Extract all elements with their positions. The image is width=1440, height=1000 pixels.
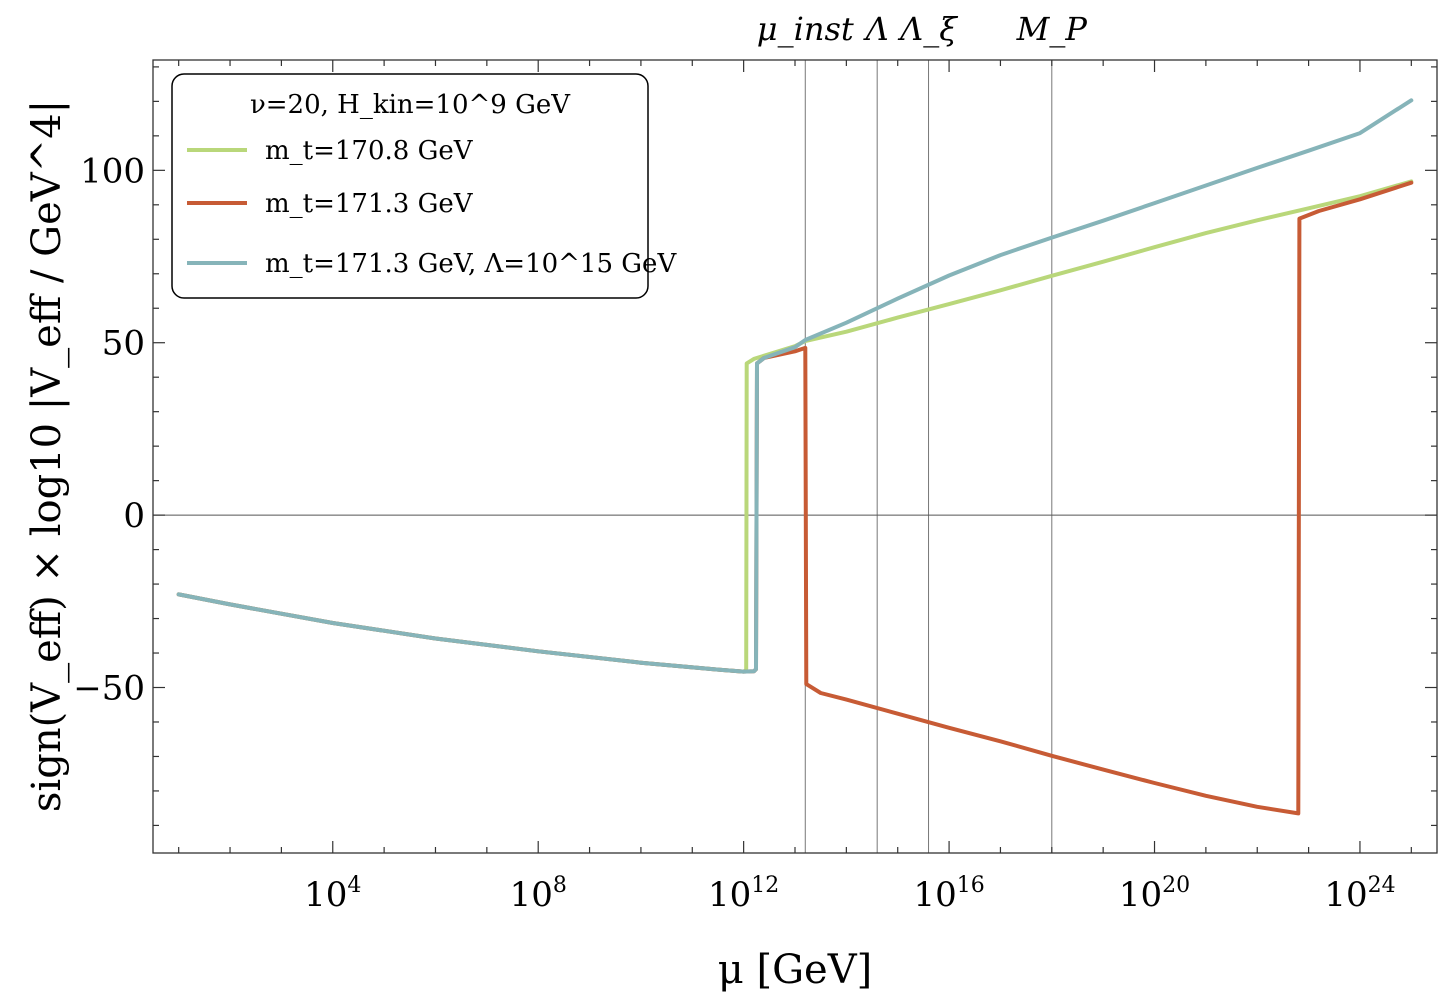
x-tick-label: 1016 xyxy=(913,873,984,915)
y-tick-label: −50 xyxy=(73,669,145,709)
x-axis-title: μ [GeV] xyxy=(718,947,872,993)
legend-header: ν=20, H_kin=10^9 GeV xyxy=(250,90,571,120)
x-tick-label: 1024 xyxy=(1324,873,1395,915)
series-layer xyxy=(176,98,1414,816)
y-tick-label: 0 xyxy=(123,496,145,536)
reference-label: Λ_ξ xyxy=(897,10,958,48)
x-tick-label: 1020 xyxy=(1119,873,1190,915)
reference-label: Λ xyxy=(863,10,889,48)
legend-label: m_t=170.8 GeV xyxy=(265,136,474,166)
reference-label: M_P xyxy=(1016,10,1088,48)
legend-label: m_t=171.3 GeV xyxy=(265,189,474,219)
x-axis-ticks: 104 108 1012 1016 1020 1024 xyxy=(178,60,1412,915)
y-axis-ticks: 100 50 0 −50 xyxy=(73,66,1437,827)
legend-box xyxy=(171,73,649,299)
reference-label: μ_inst xyxy=(757,10,854,48)
legend-label: m_t=171.3 GeV, Λ=10^15 GeV xyxy=(265,249,677,279)
legend: ν=20, H_kin=10^9 GeV m_t=170.8 GeV m_t=1… xyxy=(171,73,677,299)
series-line-2 xyxy=(176,98,1414,674)
y-tick-label: 50 xyxy=(102,324,145,364)
x-tick-label: 1012 xyxy=(708,873,779,915)
y-tick-label: 100 xyxy=(80,151,145,191)
x-tick-label: 108 xyxy=(510,873,567,915)
y-axis-title: sign(V_eff) × log10 |V_eff / GeV^4| xyxy=(24,100,70,812)
reference-labels: μ_inst Λ Λ_ξ M_P xyxy=(757,10,1088,48)
x-tick-label: 104 xyxy=(304,873,361,915)
